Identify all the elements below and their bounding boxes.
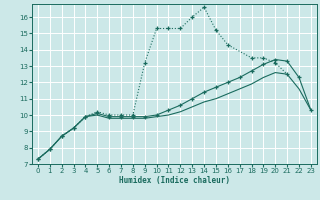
X-axis label: Humidex (Indice chaleur): Humidex (Indice chaleur) [119,176,230,185]
